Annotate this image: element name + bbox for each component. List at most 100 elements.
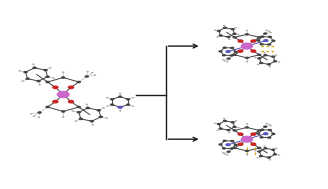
- Circle shape: [254, 57, 256, 58]
- Circle shape: [268, 30, 270, 32]
- Circle shape: [228, 132, 231, 133]
- Circle shape: [263, 125, 267, 128]
- Circle shape: [217, 30, 221, 32]
- Circle shape: [273, 60, 277, 63]
- Circle shape: [257, 157, 259, 158]
- Circle shape: [45, 81, 50, 83]
- Circle shape: [126, 98, 130, 101]
- Circle shape: [231, 121, 235, 124]
- Circle shape: [227, 57, 231, 60]
- Circle shape: [267, 43, 271, 46]
- Circle shape: [259, 43, 264, 46]
- Circle shape: [234, 144, 238, 146]
- Circle shape: [37, 111, 42, 114]
- Circle shape: [25, 77, 30, 80]
- Circle shape: [254, 150, 256, 151]
- Circle shape: [268, 36, 272, 38]
- Circle shape: [45, 75, 50, 78]
- Circle shape: [257, 36, 261, 39]
- Circle shape: [214, 123, 216, 124]
- Circle shape: [62, 116, 65, 118]
- Circle shape: [263, 39, 269, 42]
- Circle shape: [233, 147, 237, 149]
- Circle shape: [106, 117, 108, 119]
- Circle shape: [229, 147, 234, 150]
- Circle shape: [223, 118, 225, 119]
- Circle shape: [245, 150, 249, 152]
- Circle shape: [61, 110, 66, 113]
- Circle shape: [271, 55, 276, 58]
- Circle shape: [226, 36, 231, 38]
- Circle shape: [218, 34, 223, 37]
- Circle shape: [263, 54, 268, 57]
- Circle shape: [257, 147, 261, 149]
- Circle shape: [246, 123, 248, 124]
- Circle shape: [259, 136, 264, 139]
- Circle shape: [237, 143, 244, 146]
- Circle shape: [61, 76, 66, 79]
- Circle shape: [260, 36, 264, 38]
- Circle shape: [270, 32, 272, 33]
- Circle shape: [260, 129, 264, 131]
- Circle shape: [268, 129, 272, 131]
- Circle shape: [241, 136, 253, 143]
- Circle shape: [32, 64, 35, 65]
- Circle shape: [30, 113, 32, 115]
- Circle shape: [110, 98, 114, 101]
- Circle shape: [278, 154, 280, 156]
- Circle shape: [257, 54, 261, 56]
- Circle shape: [214, 29, 216, 31]
- Circle shape: [263, 32, 267, 35]
- Circle shape: [91, 72, 93, 74]
- Circle shape: [118, 95, 122, 98]
- Circle shape: [271, 40, 276, 42]
- Circle shape: [45, 106, 50, 108]
- Circle shape: [269, 66, 271, 67]
- Circle shape: [68, 100, 74, 104]
- Circle shape: [263, 132, 269, 135]
- Circle shape: [237, 34, 240, 35]
- Circle shape: [76, 106, 81, 108]
- Circle shape: [228, 39, 231, 40]
- Circle shape: [217, 123, 221, 125]
- Circle shape: [268, 124, 270, 125]
- Circle shape: [245, 33, 249, 36]
- Circle shape: [23, 71, 28, 73]
- Circle shape: [257, 57, 261, 60]
- Circle shape: [223, 120, 227, 122]
- Circle shape: [68, 85, 74, 89]
- Circle shape: [237, 39, 244, 43]
- Circle shape: [232, 33, 237, 35]
- Circle shape: [229, 54, 234, 57]
- Circle shape: [74, 120, 77, 122]
- Circle shape: [275, 147, 277, 149]
- Circle shape: [21, 80, 24, 82]
- Circle shape: [230, 47, 235, 49]
- Circle shape: [52, 77, 55, 79]
- Circle shape: [216, 36, 219, 38]
- Circle shape: [57, 91, 70, 98]
- Circle shape: [222, 152, 224, 153]
- Circle shape: [49, 67, 52, 69]
- Circle shape: [119, 93, 121, 94]
- Circle shape: [273, 153, 277, 156]
- Circle shape: [223, 153, 226, 155]
- Circle shape: [132, 105, 134, 107]
- Circle shape: [72, 110, 74, 112]
- Circle shape: [256, 132, 260, 135]
- Circle shape: [237, 132, 244, 136]
- Circle shape: [250, 132, 256, 136]
- Circle shape: [222, 54, 226, 57]
- Circle shape: [246, 30, 248, 31]
- Circle shape: [36, 80, 41, 82]
- Circle shape: [106, 97, 109, 98]
- Circle shape: [257, 64, 259, 65]
- Circle shape: [223, 60, 226, 62]
- Circle shape: [227, 150, 231, 153]
- Circle shape: [32, 67, 37, 69]
- Circle shape: [225, 50, 231, 53]
- Circle shape: [271, 149, 276, 151]
- Circle shape: [102, 107, 105, 109]
- Circle shape: [222, 139, 227, 142]
- Circle shape: [218, 50, 223, 53]
